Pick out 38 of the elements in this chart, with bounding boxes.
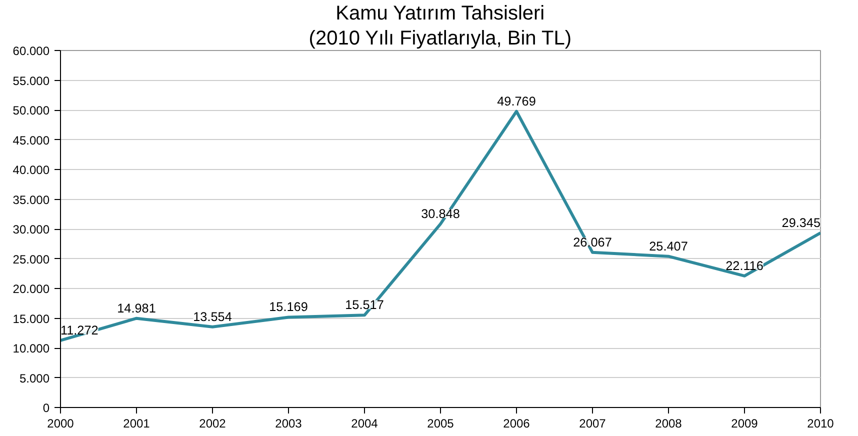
data-label: 29.345 xyxy=(782,216,821,230)
x-tick-label: 2009 xyxy=(731,416,758,430)
x-tick-label: 2006 xyxy=(503,416,530,430)
data-label: 49.769 xyxy=(497,94,536,108)
data-label: 15.169 xyxy=(269,300,308,314)
data-label: 30.848 xyxy=(421,206,460,221)
y-tick-label: 50.000 xyxy=(12,104,50,118)
y-tick-label: 5.000 xyxy=(19,371,50,386)
data-label: 26.067 xyxy=(573,235,612,250)
x-tick-label: 2001 xyxy=(123,416,150,430)
y-tick-label: 25.000 xyxy=(12,252,50,266)
x-tick-label: 2008 xyxy=(655,416,682,430)
x-tick-label: 2000 xyxy=(47,416,74,430)
x-tick-label: 2003 xyxy=(275,416,302,430)
y-tick-label: 30.000 xyxy=(12,222,50,236)
chart-title: Kamu Yatırım Tahsisleri xyxy=(336,2,545,24)
chart-subtitle: (2010 Yılı Fiyatlarıyla, Bin TL) xyxy=(308,28,572,50)
data-label: 25.407 xyxy=(649,239,688,254)
y-tick-label: 55.000 xyxy=(12,74,50,88)
data-label: 13.554 xyxy=(193,310,232,324)
data-label: 11.272 xyxy=(60,323,98,338)
y-tick-label: 10.000 xyxy=(12,342,50,356)
data-label: 15.517 xyxy=(345,298,384,312)
y-tick-label: 0 xyxy=(42,401,50,415)
x-tick-label: 2010 xyxy=(807,416,834,430)
y-tick-label: 60.000 xyxy=(12,44,50,58)
y-tick-label: 40.000 xyxy=(12,163,50,177)
data-label: 14.981 xyxy=(117,301,156,316)
x-tick-label: 2005 xyxy=(427,416,454,430)
y-tick-label: 35.000 xyxy=(12,192,50,207)
y-tick-label: 45.000 xyxy=(12,133,50,148)
x-tick-label: 2004 xyxy=(351,416,378,430)
line-series xyxy=(60,110,820,342)
x-tick-label: 2002 xyxy=(199,416,226,430)
data-label: 22.116 xyxy=(726,258,764,273)
x-tick-label: 2007 xyxy=(579,416,606,430)
y-tick-label: 20.000 xyxy=(12,282,50,296)
y-tick-label: 15.000 xyxy=(12,312,50,326)
